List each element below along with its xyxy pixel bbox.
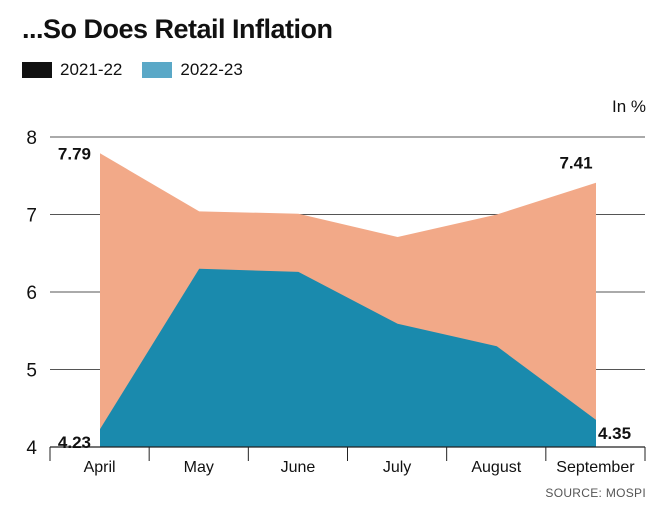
y-tick-label-7: 7: [26, 206, 37, 227]
data-label-4-23: 4.23: [58, 433, 91, 452]
unit-label: In %: [611, 97, 646, 116]
data-label-7-41: 7.41: [559, 154, 592, 173]
legend-label-2022-23: 2022-23: [180, 60, 243, 79]
chart-title: ...So Does Retail Inflation: [22, 14, 333, 44]
legend-swatch-2021-22: [22, 62, 52, 78]
area-series-2021-22: [100, 268, 596, 447]
x-tick-label-june: June: [281, 459, 316, 476]
legend-item-2021-22: 2021-22: [22, 60, 122, 80]
x-tick-label-august: August: [471, 459, 521, 476]
data-label-7-79: 7.79: [58, 144, 91, 163]
legend-swatch-2022-23: [142, 62, 173, 78]
y-tick-label-5: 5: [26, 361, 37, 382]
legend: 2021-22 2022-23: [22, 60, 263, 80]
data-label-4-35: 4.35: [598, 424, 631, 443]
legend-label-2021-22: 2021-22: [60, 60, 123, 79]
x-tick-label-april: April: [84, 459, 116, 476]
y-tick-label-4: 4: [26, 438, 37, 459]
y-tick-label-6: 6: [26, 283, 37, 304]
legend-item-2022-23: 2022-23: [142, 60, 243, 80]
x-tick-label-july: July: [383, 459, 411, 476]
x-tick-label-september: September: [556, 459, 635, 476]
y-tick-label-8: 8: [26, 128, 37, 149]
source-note: SOURCE: MOSPI: [545, 486, 646, 500]
x-tick-label-may: May: [184, 459, 214, 476]
